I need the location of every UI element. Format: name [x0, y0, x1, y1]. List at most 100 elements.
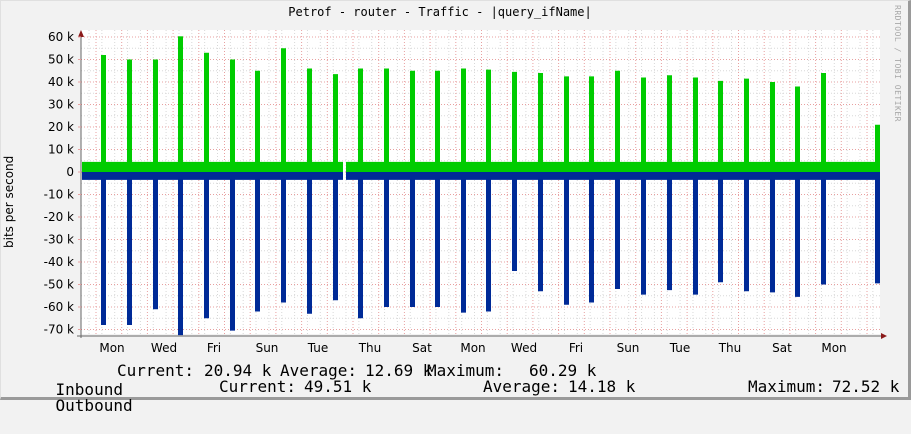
- inbound-spike: [255, 70, 260, 172]
- x-tick-label: Sun: [617, 341, 640, 355]
- inbound-spike: [770, 82, 775, 172]
- chart-title: Petrof - router - Traffic - |query_ifNam…: [288, 5, 592, 19]
- outbound-spike: [333, 172, 338, 301]
- outbound-spike: [538, 172, 543, 292]
- inbound-spike: [127, 59, 132, 172]
- outbound-spike: [693, 172, 698, 295]
- outbound-spike: [358, 172, 363, 319]
- x-tick-label: Sun: [256, 341, 279, 355]
- y-tick-label: 50 k: [48, 53, 74, 67]
- x-tick-label: Tue: [669, 341, 691, 355]
- outbound-spike: [101, 172, 106, 325]
- outbound-maximum-label: Maximum:: [748, 377, 826, 396]
- x-tick-label: Wed: [151, 341, 177, 355]
- inbound-spike: [435, 70, 440, 172]
- outbound-maximum-value: 72.52 k: [832, 377, 900, 396]
- y-tick-label: -50 k: [44, 278, 74, 292]
- plot-background: [81, 30, 880, 334]
- y-tick-label: 0: [66, 165, 74, 179]
- outbound-spike: [589, 172, 594, 303]
- outbound-current-label: Current:: [219, 377, 297, 396]
- x-tick-label: Thu: [718, 341, 742, 355]
- inbound-spike: [333, 74, 338, 172]
- inbound-current-label: Current:: [117, 361, 195, 380]
- y-tick-label: 10 k: [48, 143, 74, 157]
- inbound-spike: [486, 69, 491, 172]
- outbound-spike: [281, 172, 286, 303]
- inbound-spike: [101, 55, 106, 172]
- inbound-label: Inbound: [55, 380, 123, 399]
- x-tick-label: Fri: [207, 341, 221, 355]
- inbound-baseline-area: [82, 161, 343, 172]
- inbound-average-label: Average:: [280, 361, 358, 380]
- inbound-spike: [641, 77, 646, 172]
- rrdtool-watermark: RRDTOOL / TOBI OETIKER: [893, 5, 902, 122]
- x-tick-label: Sat: [412, 341, 432, 355]
- outbound-spike: [435, 172, 440, 307]
- outbound-spike: [153, 172, 158, 310]
- y-tick-label: -60 k: [44, 300, 74, 314]
- y-tick-label: -70 k: [44, 323, 74, 337]
- outbound-spike: [512, 172, 517, 271]
- inbound-spike: [384, 68, 389, 172]
- inbound-spike: [204, 52, 209, 172]
- inbound-spike: [875, 124, 880, 172]
- inbound-spike: [512, 71, 517, 172]
- y-tick-label: 20 k: [48, 120, 74, 134]
- x-tick-label: Sat: [772, 341, 792, 355]
- x-tick-label: Mon: [99, 341, 124, 355]
- outbound-spike: [230, 172, 235, 331]
- x-tick-label: Mon: [821, 341, 846, 355]
- y-tick-label: 30 k: [48, 98, 74, 112]
- inbound-spike: [538, 73, 543, 172]
- inbound-spike: [615, 70, 620, 172]
- outbound-spike: [384, 172, 389, 307]
- outbound-spike: [770, 172, 775, 293]
- y-tick-label: 60 k: [48, 30, 74, 44]
- outbound-average-label: Average:: [483, 377, 561, 396]
- x-tick-label: Thu: [358, 341, 382, 355]
- inbound-spike: [718, 80, 723, 172]
- y-tick-label: -20 k: [44, 210, 74, 224]
- outbound-current-value: 49.51 k: [304, 377, 372, 396]
- y-tick-label: -10 k: [44, 188, 74, 202]
- graph-frame: [0, 0, 911, 400]
- outbound-spike: [486, 172, 491, 312]
- outbound-spike: [615, 172, 620, 289]
- inbound-spike: [178, 36, 183, 173]
- inbound-maximum-value: 60.29 k: [529, 361, 597, 380]
- inbound-maximum-label: Maximum:: [427, 361, 505, 380]
- outbound-spike: [821, 172, 826, 285]
- y-tick-label: 40 k: [48, 75, 74, 89]
- outbound-spike: [564, 172, 569, 305]
- inbound-spike: [358, 68, 363, 172]
- inbound-current-value: 20.94 k: [204, 361, 272, 380]
- inbound-spike: [410, 70, 415, 172]
- outbound-spike: [667, 172, 672, 291]
- inbound-baseline-area: [346, 161, 878, 172]
- outbound-baseline-area: [346, 172, 878, 180]
- outbound-spike: [795, 172, 800, 297]
- x-tick-label: Fri: [569, 341, 583, 355]
- y-axis-arrow-icon: [78, 30, 84, 37]
- inbound-spike: [230, 59, 235, 172]
- x-axis-arrow-icon: [881, 333, 887, 339]
- inbound-spike: [795, 86, 800, 172]
- outbound-spike: [744, 172, 749, 292]
- outbound-baseline-area: [82, 172, 343, 180]
- x-tick-label: Wed: [511, 341, 537, 355]
- outbound-spike: [718, 172, 723, 283]
- outbound-spike: [127, 172, 132, 325]
- inbound-spike: [667, 75, 672, 172]
- outbound-spike: [410, 172, 415, 307]
- outbound-spike: [307, 172, 312, 314]
- inbound-spike: [281, 48, 286, 172]
- outbound-spike: [461, 172, 466, 313]
- inbound-spike: [564, 76, 569, 172]
- inbound-spike: [307, 68, 312, 172]
- y-tick-label: -40 k: [44, 255, 74, 269]
- outbound-spike: [875, 172, 880, 284]
- inbound-spike: [744, 78, 749, 172]
- outbound-average-value: 14.18 k: [568, 377, 636, 396]
- inbound-spike: [153, 59, 158, 172]
